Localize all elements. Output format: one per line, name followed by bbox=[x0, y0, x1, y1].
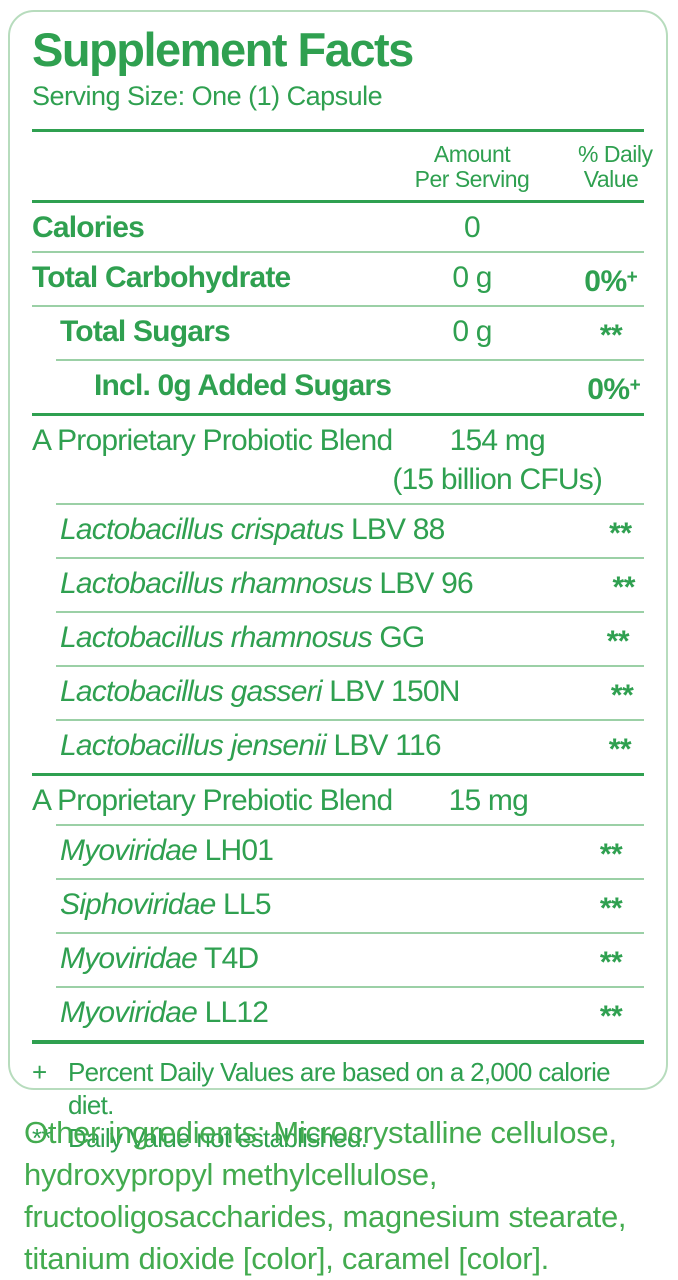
label-title: Supplement Facts bbox=[32, 23, 414, 76]
nutrient-row: Lactobacillus jensenii LBV 116 ** bbox=[32, 721, 644, 773]
nutrient-row: A Proprietary Prebiotic Blend 15 mg bbox=[32, 776, 644, 824]
row-separator bbox=[32, 773, 644, 776]
footnotes: + Percent Daily Values are based on a 2,… bbox=[32, 1056, 644, 1155]
daily-value: ** bbox=[612, 571, 636, 604]
daily-value: ** bbox=[599, 946, 623, 979]
daily-value: ** bbox=[610, 679, 634, 712]
nutrient-name: Lactobacillus rhamnosus GG bbox=[60, 621, 425, 654]
nutrient-name: Myoviridae LL12 bbox=[60, 996, 269, 1029]
footnote-symbol: + bbox=[32, 1057, 47, 1087]
supplement-facts-label: Supplement Facts Serving Size: One (1) C… bbox=[8, 10, 668, 1153]
daily-value: ** bbox=[599, 1000, 623, 1033]
serving-size: Serving Size: One (1) Capsule bbox=[32, 81, 383, 111]
nutrient-name: Lactobacillus gasseri LBV 150N bbox=[60, 675, 460, 708]
daily-value: ** bbox=[599, 892, 623, 925]
footnote-text: Percent Daily Values are based on a 2,00… bbox=[68, 1057, 611, 1120]
footnote: ** Daily Value not established. bbox=[32, 1122, 644, 1155]
row-separator bbox=[56, 665, 644, 667]
nutrient-name: Myoviridae T4D bbox=[60, 942, 259, 975]
column-header-row: Amount Per Serving % Daily Value bbox=[32, 132, 653, 200]
header-rule bbox=[32, 200, 644, 203]
row-separator bbox=[56, 878, 644, 880]
nutrient-row: Incl. 0g Added Sugars 0%+ bbox=[32, 361, 644, 413]
nutrient-row: Calories 0 bbox=[32, 203, 644, 251]
nutrient-row: Lactobacillus gasseri LBV 150N ** bbox=[32, 667, 644, 719]
nutrient-name: Lactobacillus rhamnosus LBV 96 bbox=[60, 567, 474, 600]
daily-value: ** bbox=[609, 517, 632, 550]
nutrient-name: Lactobacillus crispatus LBV 88 bbox=[60, 513, 445, 546]
nutrient-name: A Proprietary Probiotic Blend bbox=[32, 424, 393, 457]
amount-value: 15 mg bbox=[448, 784, 529, 817]
nutrient-row: Total Sugars 0 g ** bbox=[32, 307, 644, 359]
footnote: + Percent Daily Values are based on a 2,… bbox=[32, 1056, 644, 1122]
daily-value: ** bbox=[608, 733, 632, 766]
nutrient-name: Total Carbohydrate bbox=[32, 261, 291, 294]
nutrient-row: Siphoviridae LL5 ** bbox=[32, 880, 644, 932]
amount-value: 154 mg (15 billion CFUs) bbox=[392, 424, 603, 496]
row-separator bbox=[56, 932, 644, 934]
nutrient-row: Myoviridae T4D ** bbox=[32, 934, 644, 986]
row-separator bbox=[56, 503, 644, 505]
nutrient-name: Lactobacillus jensenii LBV 116 bbox=[60, 729, 442, 762]
nutrient-name: Total Sugars bbox=[60, 315, 231, 348]
nutrient-name: Calories bbox=[32, 211, 145, 244]
column-header-daily-value: % Daily Value bbox=[578, 141, 653, 192]
daily-value: 0%+ bbox=[584, 265, 638, 298]
daily-value: ** bbox=[606, 625, 630, 658]
nutrient-name: A Proprietary Prebiotic Blend bbox=[32, 784, 393, 817]
nutrient-row: Lactobacillus crispatus LBV 88 ** bbox=[32, 505, 644, 557]
row-separator bbox=[56, 611, 644, 613]
amount-value: 0 g bbox=[452, 315, 492, 348]
nutrient-row: Myoviridae LH01 ** bbox=[32, 826, 644, 878]
daily-value: ** bbox=[599, 319, 623, 352]
amount-value: 0 bbox=[464, 211, 481, 244]
row-separator bbox=[56, 359, 644, 361]
footnote-symbol: ** bbox=[32, 1123, 52, 1153]
nutrient-row: Lactobacillus rhamnosus GG ** bbox=[32, 613, 644, 665]
nutrient-name: Incl. 0g Added Sugars bbox=[94, 369, 392, 402]
top-rule bbox=[32, 129, 644, 132]
row-separator bbox=[32, 251, 644, 253]
daily-value: ** bbox=[599, 838, 623, 871]
nutrient-row: A Proprietary Probiotic Blend 154 mg (15 … bbox=[32, 416, 644, 503]
amount-value: 0 g bbox=[452, 261, 492, 294]
nutrient-row: Lactobacillus rhamnosus LBV 96 ** bbox=[32, 559, 644, 611]
other-ingredients-text: Other ingredients: Microcrystalline cell… bbox=[24, 1115, 627, 1276]
nutrient-name: Siphoviridae LL5 bbox=[60, 888, 272, 921]
nutrient-name: Myoviridae LH01 bbox=[60, 834, 274, 867]
row-separator bbox=[56, 824, 644, 826]
nutrient-row: Total Carbohydrate 0 g 0%+ bbox=[32, 253, 644, 305]
row-separator bbox=[32, 305, 644, 307]
nutrient-rows: Calories 0 Total Carbohydrate 0 g 0%+ To… bbox=[32, 203, 644, 1044]
row-separator bbox=[32, 413, 644, 416]
row-separator bbox=[56, 719, 644, 721]
row-separator bbox=[56, 557, 644, 559]
footnote-text: Daily Value not established. bbox=[68, 1123, 368, 1153]
column-header-amount: Amount Per Serving bbox=[414, 141, 530, 192]
nutrient-row: Myoviridae LL12 ** bbox=[32, 988, 644, 1040]
row-separator bbox=[56, 986, 644, 988]
row-separator bbox=[32, 1040, 644, 1044]
daily-value: 0%+ bbox=[587, 373, 641, 406]
